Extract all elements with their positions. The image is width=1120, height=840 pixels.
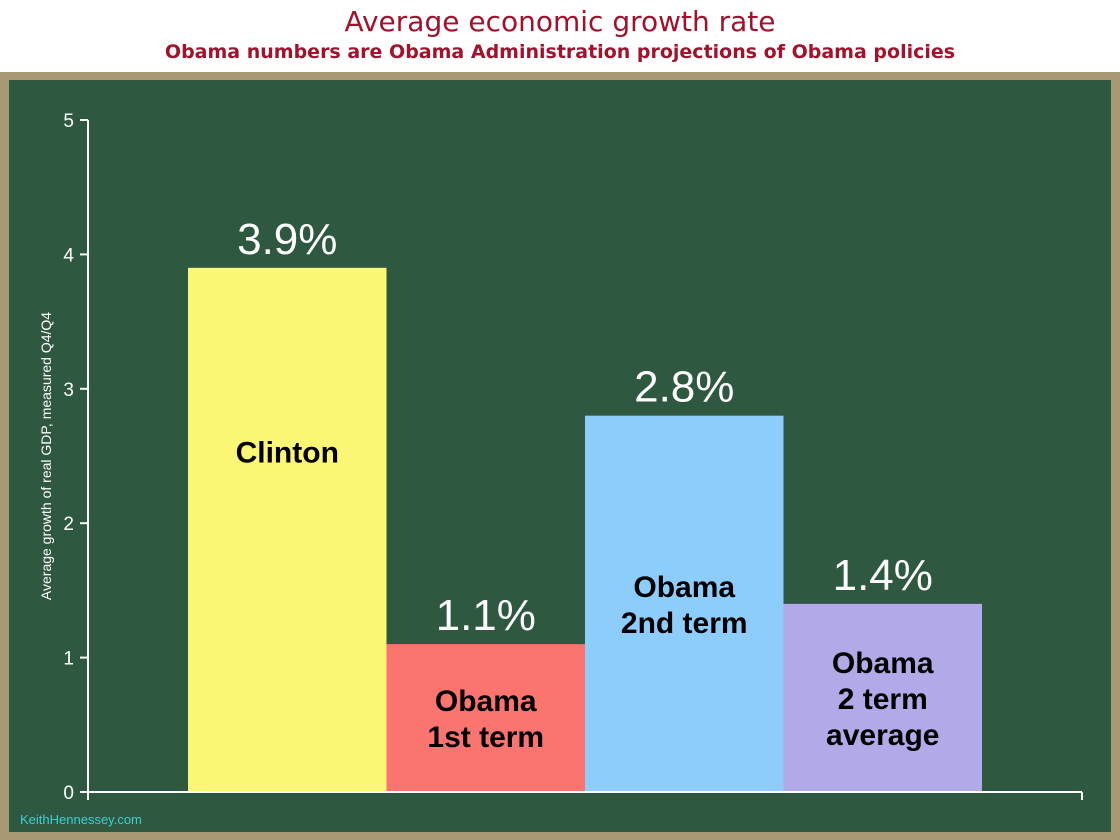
bar-value-label-2: 1.1% [436, 591, 536, 640]
y-tick-label-4: 4 [63, 245, 74, 266]
y-tick-label-5: 5 [63, 111, 74, 132]
bar-category-label-2-line-2: 1st term [427, 721, 544, 754]
y-tick-label-2: 2 [63, 514, 74, 535]
bar-category-label-4-line-1: Obama [832, 647, 934, 680]
bar-category-label-2-line-1: Obama [435, 685, 537, 718]
bar-category-label-3-line-1: Obama [633, 571, 735, 604]
chart-header: Average economic growth rate Obama numbe… [0, 0, 1120, 72]
y-tick-label-0: 0 [63, 783, 74, 804]
credit-text: KeithHennessey.com [20, 812, 142, 827]
bar-4 [783, 603, 982, 792]
bar-category-label-3-line-2: 2nd term [621, 607, 748, 640]
bar-category-label-4-line-3: average [826, 719, 939, 752]
bar-value-label-3: 2.8% [634, 363, 734, 412]
bar-1 [188, 267, 387, 793]
y-axis-title: Average growth of real GDP, measured Q4/… [38, 312, 54, 600]
bar-value-label-4: 1.4% [833, 551, 933, 600]
chart-title: Average economic growth rate [344, 5, 776, 38]
chart-subtitle: Obama numbers are Obama Administration p… [164, 41, 956, 63]
bar-2 [386, 644, 585, 792]
bar-value-label-1: 3.9% [237, 215, 337, 264]
bar-category-label-4-line-2: 2 term [838, 683, 928, 716]
bar-3 [585, 415, 784, 792]
bar-category-label-1-line-1: Clinton [236, 436, 339, 469]
y-tick-label-3: 3 [63, 380, 74, 401]
y-tick-label-1: 1 [63, 649, 74, 670]
